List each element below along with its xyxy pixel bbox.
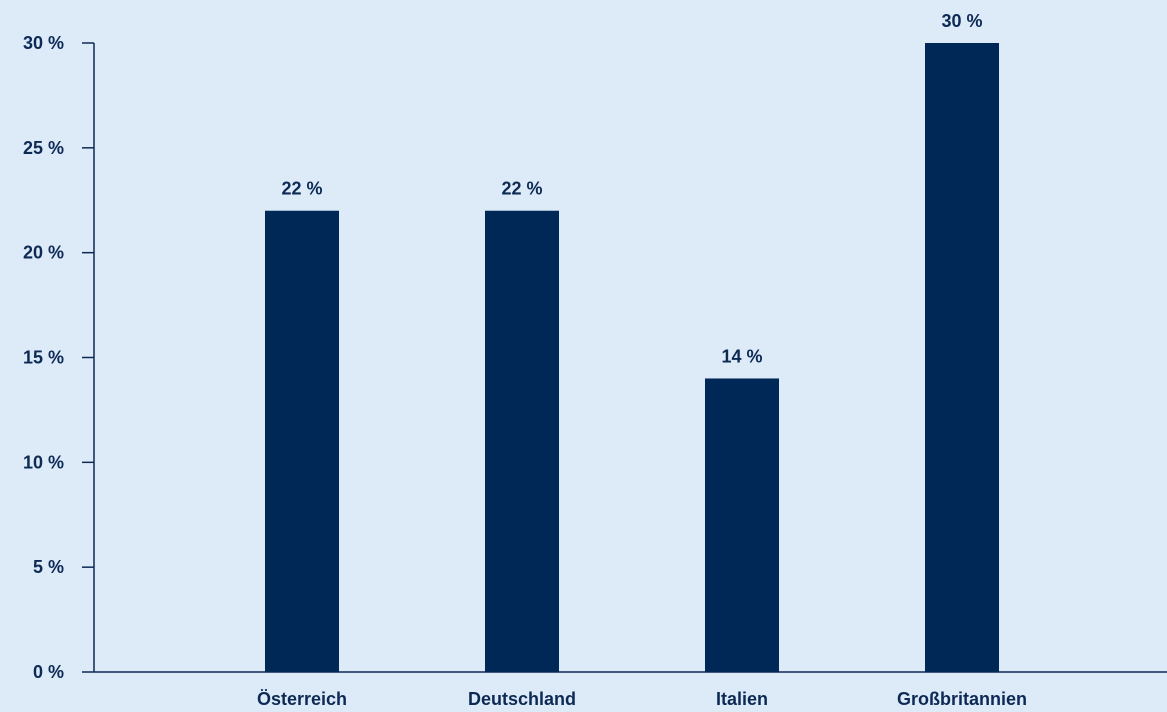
bar-value-label: 30 % xyxy=(941,11,982,31)
x-category-label: Österreich xyxy=(257,689,347,709)
x-category-label: Großbritannien xyxy=(897,689,1027,709)
bar xyxy=(925,43,999,672)
y-tick-label: 10 % xyxy=(23,452,64,472)
bar xyxy=(265,210,339,672)
bar-value-label: 14 % xyxy=(721,346,762,366)
x-category-label: Italien xyxy=(716,689,768,709)
bars-group: 22 % 22 % 14 % 30 % xyxy=(265,11,999,672)
y-tick-label: 25 % xyxy=(23,138,64,158)
y-tick-label: 0 % xyxy=(33,662,64,682)
y-tick-label: 5 % xyxy=(33,557,64,577)
y-tick-label: 20 % xyxy=(23,243,64,263)
x-category-label: Deutschland xyxy=(468,689,576,709)
y-tick-label: 15 % xyxy=(23,348,64,368)
y-tick-label: 30 % xyxy=(23,33,64,53)
y-axis: 0 % 5 % 10 % 15 % 20 % 25 % 30 % xyxy=(23,33,95,682)
bar xyxy=(485,210,559,672)
bar-value-label: 22 % xyxy=(281,179,322,199)
bar-value-label: 22 % xyxy=(501,179,542,199)
bar xyxy=(705,378,779,672)
